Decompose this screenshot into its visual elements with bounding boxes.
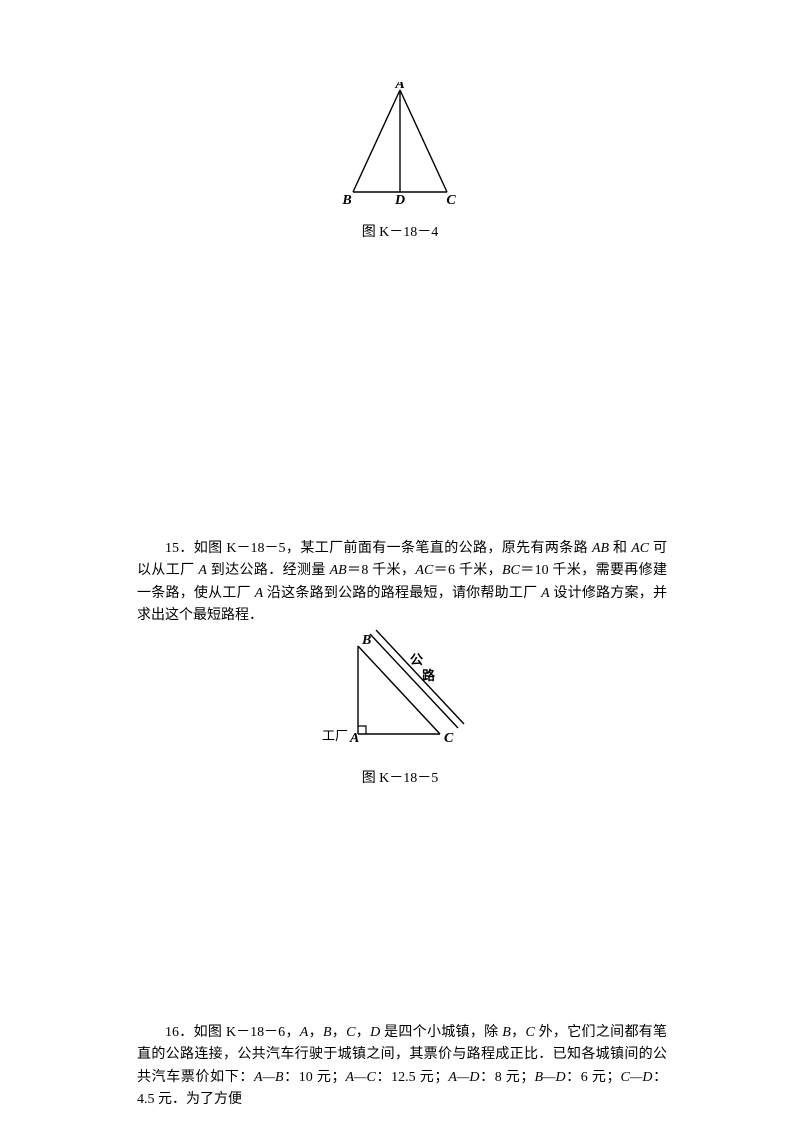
- svg-text:工厂: 工厂: [322, 728, 348, 743]
- svg-text:B: B: [361, 633, 371, 648]
- svg-text:C: C: [446, 193, 456, 208]
- svg-text:C: C: [444, 731, 454, 746]
- svg-text:A: A: [394, 82, 404, 92]
- problem-15-text: 15．如图 K－18－5，某工厂前面有一条笔直的公路，原先有两条路 AB 和 A…: [137, 538, 667, 628]
- svg-text:B: B: [341, 193, 351, 208]
- figure-1-caption: 图 K－18－4: [0, 221, 800, 241]
- figure-2-caption: 图 K－18－5: [0, 767, 800, 787]
- problem-16-text: 16．如图 K－18－6，A，B，C，D 是四个小城镇，除 B，C 外，它们之间…: [137, 1022, 667, 1112]
- svg-text:路: 路: [422, 668, 436, 683]
- figure-k-18-5: B C 工厂 A 公 路 图 K－18－5: [0, 628, 800, 787]
- svg-text:A: A: [349, 731, 359, 746]
- svg-text:公: 公: [410, 652, 423, 667]
- triangle-abc-diagram: A B D C: [335, 82, 465, 212]
- svg-text:D: D: [394, 193, 405, 208]
- factory-road-diagram: B C 工厂 A 公 路: [320, 628, 480, 758]
- figure-k-18-4: A B D C 图 K－18－4: [0, 82, 800, 241]
